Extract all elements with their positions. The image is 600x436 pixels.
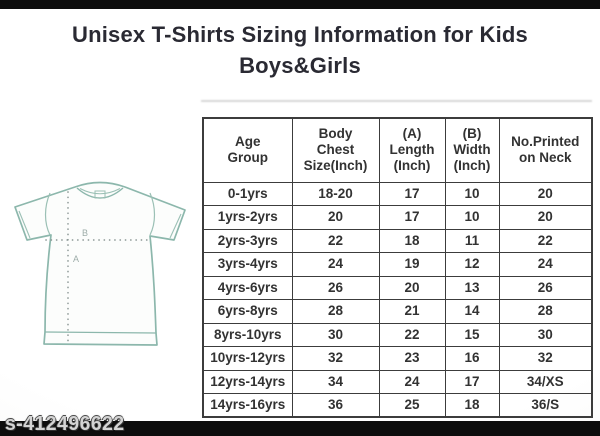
size-value-cell: 34/XS: [498, 369, 593, 394]
size-value-cell: 13: [444, 275, 500, 300]
table-row: 14yrs-16yrs 36 25 18 36/S: [202, 393, 593, 418]
table-row: 0-1yrs 18-20 17 10 20: [202, 181, 593, 206]
tshirt-outline: [14, 181, 186, 346]
size-value-cell: 20: [498, 181, 593, 206]
size-value-cell: 25: [378, 393, 446, 418]
column-header: Body Chest Size(Inch): [291, 117, 380, 183]
size-value-cell: 17: [378, 205, 446, 230]
column-header: No.Printed on Neck: [498, 117, 593, 183]
cuff-seam-left: [18, 210, 31, 239]
table-row: 2yrs-3yrs 22 18 11 22: [202, 228, 593, 253]
age-group-cell: 14yrs-16yrs: [202, 393, 293, 418]
table-row: 8yrs-10yrs 30 22 15 30: [202, 322, 593, 347]
page-title: Unisex T-Shirts Sizing Information for K…: [0, 19, 600, 81]
size-value-cell: 24: [498, 252, 593, 277]
age-group-cell: 4yrs-6yrs: [202, 275, 293, 300]
size-value-cell: 28: [498, 299, 593, 324]
age-group-cell: 1yrs-2yrs: [202, 205, 293, 230]
size-value-cell: 32: [291, 346, 380, 371]
table-row: 10yrs-12yrs 32 23 16 32: [202, 346, 593, 371]
size-value-cell: 11: [444, 228, 500, 253]
size-value-cell: 23: [378, 346, 446, 371]
size-value-cell: 21: [378, 299, 446, 324]
table-row: 12yrs-14yrs 34 24 17 34/XS: [202, 369, 593, 394]
size-value-cell: 24: [291, 252, 380, 277]
size-value-cell: 22: [378, 322, 446, 347]
size-value-cell: 17: [378, 181, 446, 206]
size-value-cell: 26: [498, 275, 593, 300]
column-header: (A) Length (Inch): [378, 117, 446, 183]
size-value-cell: 22: [291, 228, 380, 253]
size-value-cell: 10: [444, 205, 500, 230]
table-row: 3yrs-4yrs 24 19 12 24: [202, 252, 593, 277]
collar-rib-line: [79, 188, 121, 195]
size-value-cell: 18: [444, 393, 500, 418]
size-value-cell: 18-20: [291, 181, 380, 206]
page-title-line2: Boys&Girls: [239, 53, 361, 78]
table-row: 6yrs-8yrs 28 21 14 28: [202, 299, 593, 324]
armhole-seam-right: [149, 192, 156, 236]
size-table-header-row: Age Group Body Chest Size(Inch) (A) Length…: [202, 117, 593, 183]
page-title-line1: Unisex T-Shirts Sizing Information for K…: [72, 22, 528, 47]
size-value-cell: 20: [291, 205, 380, 230]
size-value-cell: 26: [291, 275, 380, 300]
size-value-cell: 16: [444, 346, 500, 371]
armhole-seam-left: [44, 192, 51, 236]
size-value-cell: 15: [444, 322, 500, 347]
size-value-cell: 30: [498, 322, 593, 347]
age-group-cell: 3yrs-4yrs: [202, 252, 293, 277]
size-value-cell: 28: [291, 299, 380, 324]
size-value-cell: 30: [291, 322, 380, 347]
size-value-cell: 36/S: [498, 393, 593, 418]
size-value-cell: 14: [444, 299, 500, 324]
size-value-cell: 34: [291, 369, 380, 394]
size-value-cell: 19: [378, 252, 446, 277]
size-value-cell: 20: [378, 275, 446, 300]
length-label-a: A: [73, 254, 79, 264]
size-table: Age Group Body Chest Size(Inch) (A) Length…: [202, 117, 593, 418]
table-row: 1yrs-2yrs 20 17 10 20: [202, 205, 593, 230]
size-value-cell: 17: [444, 369, 500, 394]
size-value-cell: 32: [498, 346, 593, 371]
top-black-bar: [0, 0, 600, 9]
cuff-seam-right: [169, 213, 182, 239]
bottom-black-bar: [0, 421, 600, 436]
size-value-cell: 20: [498, 205, 593, 230]
table-row: 4yrs-6yrs 26 20 13 26: [202, 275, 593, 300]
size-value-cell: 18: [378, 228, 446, 253]
watermark-text: s-412496622: [5, 413, 125, 435]
age-group-cell: 6yrs-8yrs: [202, 299, 293, 324]
size-value-cell: 36: [291, 393, 380, 418]
age-group-cell: 8yrs-10yrs: [202, 322, 293, 347]
size-value-cell: 10: [444, 181, 500, 206]
table-ghost-artifact: [201, 100, 592, 102]
tshirt-diagram: B A: [14, 181, 186, 346]
hem-line: [44, 331, 157, 334]
age-group-cell: 0-1yrs: [202, 181, 293, 206]
column-header: (B) Width (Inch): [444, 117, 500, 183]
size-table-body: 0-1yrs 18-20 17 10 20 1yrs-2yrs 20 17 10 20 2yrs-3…: [202, 181, 593, 418]
column-header: Age Group: [202, 117, 293, 183]
age-group-cell: 10yrs-12yrs: [202, 346, 293, 371]
size-value-cell: 22: [498, 228, 593, 253]
age-group-cell: 12yrs-14yrs: [202, 369, 293, 394]
age-group-cell: 2yrs-3yrs: [202, 228, 293, 253]
size-value-cell: 12: [444, 252, 500, 277]
collar-label-tag: [94, 190, 106, 199]
size-value-cell: 24: [378, 369, 446, 394]
width-label-b: B: [82, 228, 88, 238]
